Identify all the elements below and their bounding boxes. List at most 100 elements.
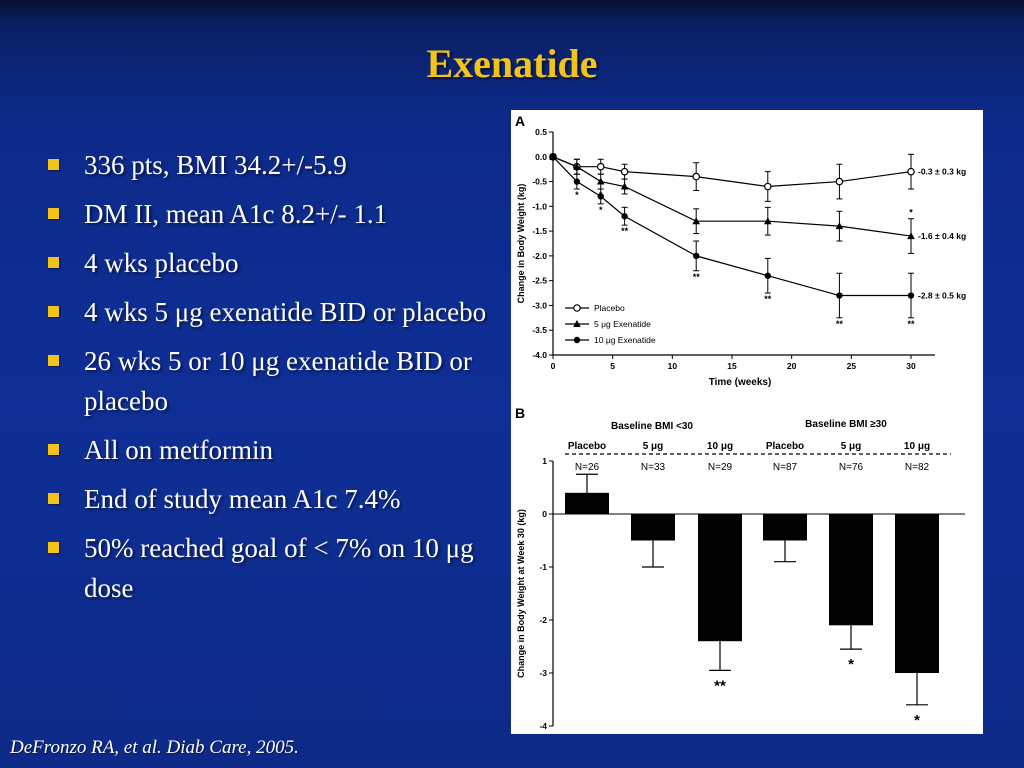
panel-a-y-tick-label: 0.5 <box>535 127 547 137</box>
bullet-text: 50% reached goal of < 7% on 10 μg dose <box>84 533 474 603</box>
bullet-text: 4 wks placebo <box>84 248 239 278</box>
bar <box>763 514 807 541</box>
bullet-square-icon <box>48 493 59 504</box>
series-line-0 <box>552 156 912 188</box>
bar-category-label: 5 μg <box>841 441 862 452</box>
significance-marker: ** <box>621 226 629 236</box>
data-point <box>764 217 772 225</box>
data-point <box>620 182 629 190</box>
bullet-item: DM II, mean A1c 8.2+/- 1.1 <box>44 194 494 234</box>
data-point <box>764 272 771 279</box>
data-point <box>763 182 772 191</box>
panel-a-x-tick-label: 10 <box>668 361 678 371</box>
data-point <box>621 213 628 220</box>
data-point <box>573 162 581 170</box>
series-end-label: -1.6 ± 0.4 kg <box>918 231 966 241</box>
panel-a-y-tick-label: -3.0 <box>532 300 547 310</box>
bar <box>565 492 609 514</box>
bullet-square-icon <box>48 159 59 170</box>
bullet-text: DM II, mean A1c 8.2+/- 1.1 <box>84 199 388 229</box>
significance-marker: * <box>914 712 920 729</box>
panel-a-x-tick-label: 0 <box>551 361 556 371</box>
significance-marker: * <box>575 190 579 200</box>
panel-b-label: B <box>515 405 525 421</box>
figure-panel: A 0.5 0.0 -0.5 -1.0 -1.5 -2.0 -2.5 -3.0 -3.5 -4.0 0… <box>511 110 983 734</box>
panel-b-y-tick-label: -2 <box>539 615 547 625</box>
data-point <box>620 167 629 176</box>
panel-a-x-tick-label: 25 <box>847 361 857 371</box>
legend-label: 5 μg Exenatide <box>594 319 651 329</box>
series-line-1 <box>552 156 912 237</box>
bar <box>631 514 675 541</box>
panel-a-y-tick-label: -0.5 <box>532 177 547 187</box>
significance-marker: * <box>848 656 854 673</box>
bullet-item: 26 wks 5 or 10 μg exenatide BID or place… <box>44 341 494 421</box>
bar-category-label: 10 μg <box>707 441 733 452</box>
bullet-list: 336 pts, BMI 34.2+/-5.9 DM II, mean A1c … <box>44 145 494 617</box>
bar <box>698 514 742 642</box>
bullet-item: End of study mean A1c 7.4% <box>44 479 494 519</box>
data-point <box>693 252 700 260</box>
panel-b-y-tick-label: -1 <box>539 562 547 572</box>
panel-a-y-tick-label: -4.0 <box>532 350 547 360</box>
data-point <box>907 292 915 299</box>
figure-svg: A 0.5 0.0 -0.5 -1.0 -1.5 -2.0 -2.5 -3.0 -3.5 -4.0 0… <box>515 113 966 731</box>
bar-n-label: N=33 <box>641 462 666 473</box>
bar <box>895 514 939 673</box>
bar-category-label: Placebo <box>568 441 606 452</box>
bullet-text: 336 pts, BMI 34.2+/-5.9 <box>84 150 347 180</box>
legend-label: Placebo <box>594 303 625 313</box>
slide-title: Exenatide <box>426 41 598 86</box>
bullet-square-icon <box>48 208 59 219</box>
data-point <box>549 153 557 160</box>
legend-marker <box>573 320 581 327</box>
data-point <box>692 172 701 181</box>
bullet-square-icon <box>48 306 59 317</box>
panel-b-y-tick-label: -4 <box>539 721 547 731</box>
bullet-item: 336 pts, BMI 34.2+/-5.9 <box>44 145 494 185</box>
bullet-text: End of study mean A1c 7.4% <box>84 484 401 514</box>
panel-b-y-axis-label: Change in Body Weight at Week 30 (kg) <box>516 509 526 678</box>
data-point <box>597 193 604 200</box>
bar-n-label: N=87 <box>773 462 798 473</box>
significance-marker: ** <box>836 319 844 329</box>
panel-a-y-axis-label: Change in Body Weight (kg) <box>516 184 526 304</box>
data-point <box>596 177 605 185</box>
bar-n-label: N=26 <box>575 462 600 473</box>
data-point <box>596 162 605 171</box>
bullet-item: All on metformin <box>44 430 494 470</box>
bar-n-label: N=76 <box>839 462 864 473</box>
significance-marker: * <box>909 208 913 218</box>
bullet-square-icon <box>48 542 59 553</box>
data-point <box>835 177 844 186</box>
panel-a-x-axis-label: Time (weeks) <box>709 377 772 388</box>
bullet-text: 26 wks 5 or 10 μg exenatide BID or place… <box>84 346 472 416</box>
panel-a-x-tick-label: 20 <box>787 361 797 371</box>
bullet-square-icon <box>48 444 59 455</box>
series-end-label: -2.8 ± 0.5 kg <box>918 291 966 301</box>
bullet-square-icon <box>48 355 59 366</box>
panel-a-label: A <box>515 113 525 129</box>
panel-a-y-tick-label: -2.5 <box>532 276 547 286</box>
citation: DeFronzo RA, et al. Diab Care, 2005. <box>10 737 299 758</box>
data-point <box>692 217 700 225</box>
significance-marker: ** <box>764 294 772 304</box>
data-point <box>907 232 915 240</box>
series-line-2 <box>552 156 911 297</box>
panel-a-y-tick-label: -1.0 <box>532 201 547 211</box>
panel-a-y-tick-label: -3.5 <box>532 325 547 335</box>
panel-b-y-tick-label: -3 <box>539 668 547 678</box>
panel-a-y-tick-label: 0.0 <box>535 152 547 162</box>
significance-marker: * <box>599 205 603 215</box>
bullet-text: 4 wks 5 μg exenatide BID or placebo <box>84 297 487 327</box>
panel-a-y-tick-label: -1.5 <box>532 226 547 236</box>
bullet-text: All on metformin <box>84 435 273 465</box>
panel-a-x-tick-label: 15 <box>727 361 737 371</box>
bar-n-label: N=82 <box>905 462 930 473</box>
data-point <box>907 167 915 176</box>
data-point <box>573 178 581 185</box>
panel-a-y-tick-label: -2.0 <box>532 251 547 261</box>
data-point <box>836 292 843 299</box>
panel-a-x-tick-label: 5 <box>610 361 615 371</box>
data-point <box>835 222 844 230</box>
